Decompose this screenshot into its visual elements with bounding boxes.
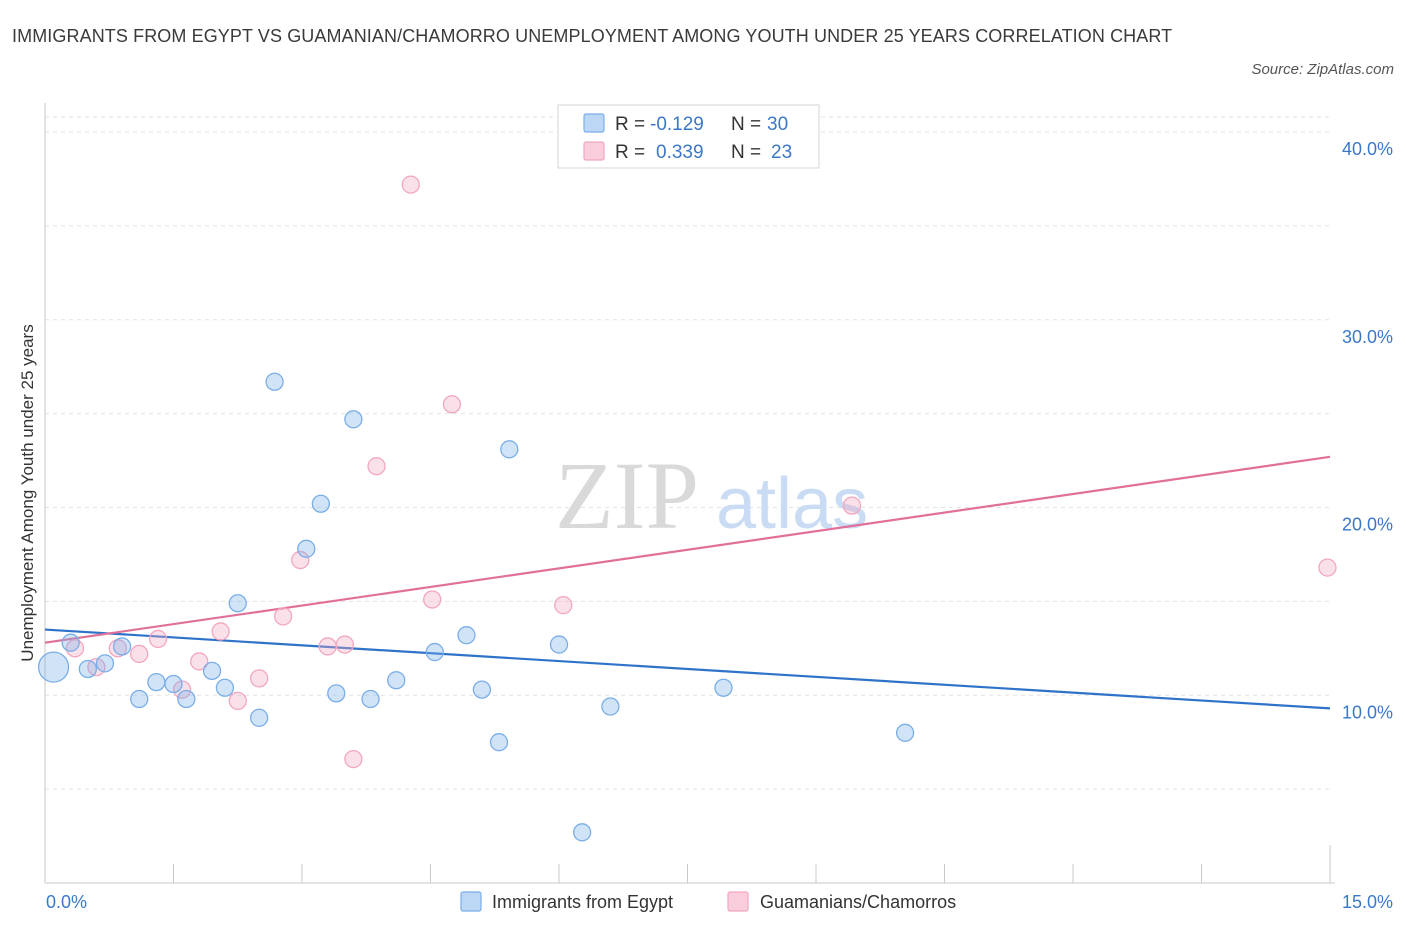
legend-swatch-egypt	[583, 113, 605, 133]
point-guam	[344, 749, 363, 769]
stats-legend: R = -0.129 N = 30 R = 0.339 N = 23	[557, 104, 820, 169]
point-guam	[367, 457, 386, 476]
series-swatch-egypt	[460, 891, 482, 912]
point-guam	[130, 644, 149, 664]
point-egypt	[500, 440, 519, 459]
point-egypt	[61, 633, 80, 652]
point-egypt	[344, 410, 363, 429]
trend-lines	[44, 455, 1331, 710]
point-egypt	[147, 672, 166, 692]
point-guam	[335, 635, 354, 654]
point-guam	[318, 637, 337, 656]
chart-title: IMMIGRANTS FROM EGYPT VS GUAMANIAN/CHAMO…	[12, 26, 1173, 46]
watermark: ZIP atlas	[555, 442, 868, 549]
point-egypt	[297, 539, 316, 558]
legend-n-guam: 23	[771, 142, 792, 163]
point-guam	[228, 691, 247, 711]
point-egypt	[250, 708, 269, 727]
watermark-zip: ZIP	[555, 442, 699, 549]
point-egypt	[202, 661, 222, 680]
point-egypt	[572, 823, 592, 842]
series-swatch-guam	[727, 891, 749, 912]
point-egypt	[177, 689, 196, 709]
legend-swatch-guam	[583, 141, 605, 161]
x-tick-label: 0.0%	[46, 892, 87, 912]
point-egypt	[714, 678, 733, 697]
data-points	[37, 175, 1337, 842]
legend-r-label-egypt: R =	[615, 114, 645, 135]
watermark-atlas: atlas	[716, 464, 868, 544]
point-egypt	[95, 654, 115, 673]
y-tick-label: 40.0%	[1342, 139, 1393, 159]
point-guam	[1318, 558, 1337, 577]
point-egypt	[164, 674, 183, 694]
axes	[44, 103, 1335, 884]
legend-r-label-guam: R =	[615, 142, 645, 163]
point-egypt	[37, 651, 70, 683]
point-egypt	[457, 626, 476, 645]
point-egypt	[425, 642, 444, 662]
tick-labels: 0.0% 15.0% 10.0% 20.0% 30.0% 40.0%	[46, 139, 1393, 912]
point-guam	[554, 595, 573, 615]
point-egypt	[228, 594, 247, 613]
point-guam	[190, 652, 209, 671]
legend-r-guam: 0.339	[656, 142, 704, 163]
source-label: Source: ZipAtlas.com	[1251, 61, 1394, 78]
point-guam	[401, 175, 420, 194]
point-egypt	[895, 723, 915, 742]
x-tick-label: 15.0%	[1342, 892, 1393, 912]
trend-line-guam	[44, 455, 1331, 644]
legend-r-egypt: -0.129	[650, 114, 704, 135]
point-egypt	[601, 697, 620, 716]
series-label-egypt: Immigrants from Egypt	[492, 892, 673, 912]
point-egypt	[387, 671, 406, 690]
point-guam	[423, 590, 442, 609]
point-guam	[148, 629, 168, 649]
y-tick-label: 30.0%	[1342, 327, 1393, 347]
point-egypt	[311, 494, 330, 513]
point-guam	[211, 622, 230, 641]
legend-n-label-guam: N =	[731, 142, 761, 163]
legend-n-egypt: 30	[767, 114, 788, 135]
point-egypt	[130, 689, 149, 709]
point-egypt	[112, 637, 132, 656]
point-egypt	[78, 659, 97, 679]
point-guam	[274, 607, 293, 626]
legend-n-label-egypt: N =	[731, 114, 761, 135]
point-egypt	[215, 678, 235, 697]
point-guam	[250, 669, 269, 688]
series-label-guam: Guamanians/Chamorros	[760, 892, 956, 912]
point-guam	[442, 395, 462, 414]
y-tick-label: 10.0%	[1342, 702, 1393, 722]
series-legend: Immigrants from Egypt Guamanians/Chamorr…	[460, 891, 956, 912]
point-egypt	[549, 635, 569, 654]
point-egypt	[472, 680, 492, 699]
y-tick-label: 20.0%	[1342, 515, 1393, 535]
point-egypt	[489, 733, 509, 752]
y-axis-label: Unemployment Among Youth under 25 years	[18, 324, 37, 661]
point-egypt	[265, 372, 284, 391]
point-guam	[291, 550, 310, 570]
trend-line-egypt	[44, 628, 1331, 710]
point-guam	[842, 496, 862, 515]
point-egypt	[361, 689, 380, 709]
point-egypt	[327, 684, 346, 703]
